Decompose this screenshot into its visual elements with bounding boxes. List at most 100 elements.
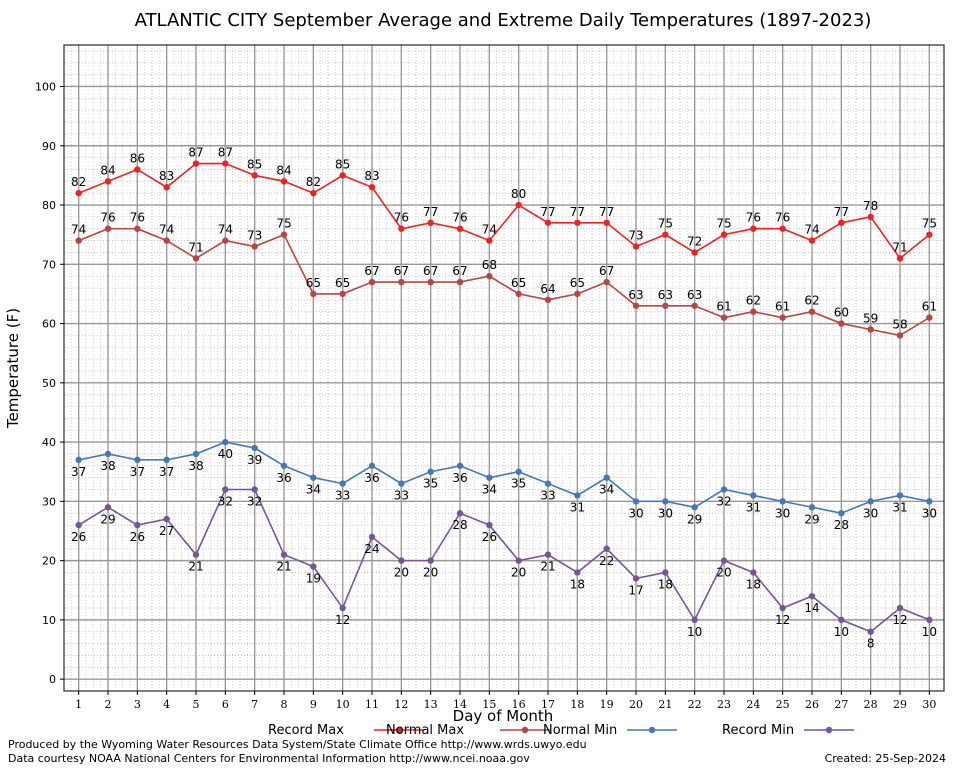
data-point-normal-max [192,255,200,262]
data-point-record-max [192,160,200,167]
x-tick-label: 28 [864,698,878,711]
data-point-record-min [632,575,640,582]
data-label-normal-min: 33 [540,489,555,503]
y-tick-label: 90 [42,140,56,153]
data-label-record-max: 85 [247,157,262,171]
data-label-record-max: 75 [922,217,937,231]
data-label-normal-min: 30 [628,506,643,520]
data-label-record-max: 87 [188,146,203,160]
data-label-normal-min: 32 [716,494,731,508]
data-label-normal-max: 74 [159,223,174,237]
data-label-record-max: 75 [716,217,731,231]
data-label-record-min: 18 [658,577,673,591]
data-label-record-min: 24 [364,542,379,556]
x-axis-label: Day of Month [453,707,554,725]
data-point-normal-min [398,480,405,487]
data-label-record-max: 76 [394,211,409,225]
data-label-normal-max: 63 [628,288,643,302]
x-tick-label: 2 [105,698,112,711]
data-label-record-max: 87 [218,146,233,160]
x-tick-label: 21 [658,698,672,711]
x-tick-label: 17 [541,698,555,711]
data-label-normal-min: 31 [746,500,761,514]
data-point-normal-max [574,290,581,298]
data-point-normal-max [251,243,258,250]
data-point-normal-max [456,278,464,286]
data-point-normal-min [310,474,317,481]
data-label-normal-min: 30 [658,506,673,520]
data-label-normal-max: 67 [423,264,438,278]
data-label-record-max: 82 [71,175,86,189]
x-tick-label: 20 [629,698,643,711]
data-label-normal-min: 28 [834,518,849,532]
data-point-normal-max [134,225,141,232]
data-label-record-max: 77 [599,205,614,219]
data-label-normal-max: 67 [599,264,614,278]
data-point-record-min [75,521,82,529]
data-point-record-max [486,237,493,244]
created-date: Created: 25-Sep-2024 [824,752,946,765]
data-point-record-max [896,255,904,262]
data-label-record-max: 80 [511,187,526,201]
data-point-record-max [750,225,757,232]
series-line-record-max [78,162,930,260]
data-point-normal-max [691,302,698,309]
data-label-record-min: 20 [716,566,731,580]
data-label-record-min: 18 [570,577,585,591]
data-label-normal-min: 39 [247,453,262,467]
data-point-normal-max [222,237,229,244]
data-point-record-max [75,189,82,197]
legend-label-normal-min: Normal Min [543,723,617,738]
data-point-normal-min [838,510,845,517]
x-tick-label: 6 [222,698,229,711]
data-label-record-min: 20 [511,566,526,580]
data-point-normal-max [280,231,288,238]
data-label-normal-max: 63 [687,288,702,302]
data-label-record-max: 77 [423,205,438,219]
data-point-normal-max [632,302,640,309]
data-label-normal-min: 30 [922,506,937,520]
x-tick-label: 16 [512,698,526,711]
data-label-record-max: 75 [658,217,673,231]
x-tick-label: 12 [394,698,408,711]
data-point-record-min [456,510,464,517]
data-point-record-max [222,160,229,167]
data-label-record-max: 71 [892,240,907,254]
data-point-normal-min [750,492,757,499]
data-point-record-min [896,604,904,612]
data-point-record-max [339,172,346,179]
legend-marker-record-min [825,726,833,734]
data-point-normal-min [251,444,258,452]
plot-area [64,45,944,691]
y-tick-label: 30 [42,495,56,508]
data-point-normal-max [662,302,669,309]
data-label-record-max: 73 [628,229,643,243]
data-point-normal-max [779,314,786,321]
data-point-normal-max [838,320,845,327]
data-point-normal-max [896,332,904,339]
y-tick-label: 100 [35,80,56,93]
data-label-record-max: 84 [276,163,291,177]
data-point-normal-min [779,498,786,505]
data-label-normal-max: 65 [511,276,526,290]
legend-label-record-min: Record Min [722,723,794,738]
data-label-normal-min: 36 [452,471,467,485]
data-point-normal-max [720,314,728,321]
data-point-record-max [280,178,288,185]
data-label-normal-max: 61 [922,300,937,314]
x-tick-label: 30 [922,698,936,711]
data-point-record-max [163,184,170,191]
series-line-record-min [78,488,930,633]
data-label-record-max: 85 [335,157,350,171]
data-point-normal-min [368,462,376,469]
data-point-normal-max [104,225,112,232]
data-label-record-max: 74 [482,223,497,237]
data-label-record-min: 32 [218,494,233,508]
data-label-record-max: 76 [452,211,467,225]
data-label-normal-max: 74 [71,223,86,237]
data-label-record-min: 10 [922,625,937,639]
data-label-record-min: 8 [867,637,875,651]
data-label-normal-max: 68 [482,258,497,272]
data-point-normal-max [75,237,82,244]
